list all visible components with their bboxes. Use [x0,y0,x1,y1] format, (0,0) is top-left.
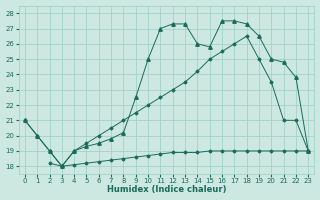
X-axis label: Humidex (Indice chaleur): Humidex (Indice chaleur) [107,185,226,194]
